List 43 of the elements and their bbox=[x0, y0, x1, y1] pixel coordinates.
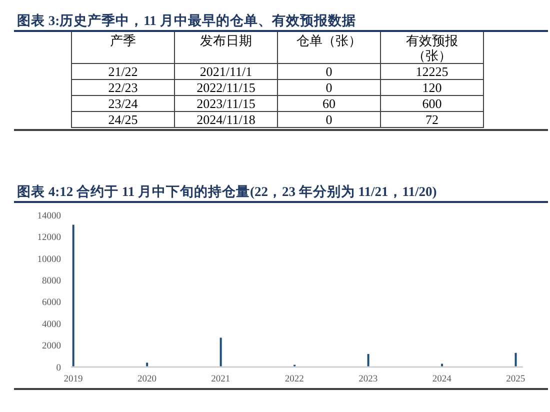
text: 21/22 bbox=[108, 64, 138, 79]
text: 60 bbox=[322, 96, 336, 111]
y-tick-label: 0 bbox=[56, 363, 62, 374]
x-tick-label: 2023 bbox=[358, 374, 378, 385]
text: 23/24 bbox=[108, 96, 138, 111]
x-tick-label: 2024 bbox=[432, 374, 452, 385]
text: 24/25 bbox=[108, 112, 138, 127]
bar bbox=[220, 338, 222, 367]
text: 2024/11/18 bbox=[196, 112, 256, 127]
text: 0 bbox=[326, 64, 332, 79]
category-label: 发布日期 bbox=[174, 32, 278, 64]
category-label: 仓单（张） bbox=[278, 32, 380, 64]
chart-title: 图表 4:12 合约于 11 月中下旬的持仓量(22，23 年分别为 11/21，11/20) bbox=[17, 184, 437, 200]
text: 0 bbox=[326, 112, 332, 127]
y-tick-label: 12000 bbox=[37, 233, 62, 244]
bar bbox=[367, 354, 370, 367]
text: 600 bbox=[422, 96, 442, 111]
y-tick-label: 14000 bbox=[37, 211, 62, 222]
y-tick-label: 10000 bbox=[37, 254, 62, 265]
bar bbox=[441, 364, 444, 367]
text: 2022/11/15 bbox=[196, 80, 256, 95]
text: 120 bbox=[422, 80, 442, 95]
text: 2023/11/15 bbox=[196, 96, 256, 111]
y-tick-label: 6000 bbox=[42, 298, 62, 308]
bar bbox=[146, 362, 148, 367]
x-tick-label: 2020 bbox=[137, 374, 157, 385]
y-tick-label: 2000 bbox=[42, 342, 62, 352]
text: 图表 3:历史产季中，11 月中最早的仓单、有效预报数据 bbox=[17, 13, 356, 29]
bar bbox=[72, 224, 74, 367]
bar bbox=[514, 352, 517, 367]
category-label: 有效预报（张） bbox=[380, 32, 484, 64]
text: 72 bbox=[426, 112, 438, 127]
x-tick-label: 2025 bbox=[506, 374, 526, 385]
category-label: 产季 bbox=[72, 32, 174, 64]
text: 2021/11/1 bbox=[200, 64, 252, 79]
text: 22/23 bbox=[108, 80, 138, 95]
y-tick-label: 4000 bbox=[42, 320, 62, 330]
text: 12225 bbox=[416, 64, 448, 79]
x-tick-label: 2021 bbox=[211, 374, 230, 385]
text: 0 bbox=[326, 80, 332, 95]
x-tick-label: 2022 bbox=[284, 374, 304, 385]
x-tick-label: 2019 bbox=[64, 374, 83, 385]
y-tick-label: 8000 bbox=[42, 276, 62, 287]
